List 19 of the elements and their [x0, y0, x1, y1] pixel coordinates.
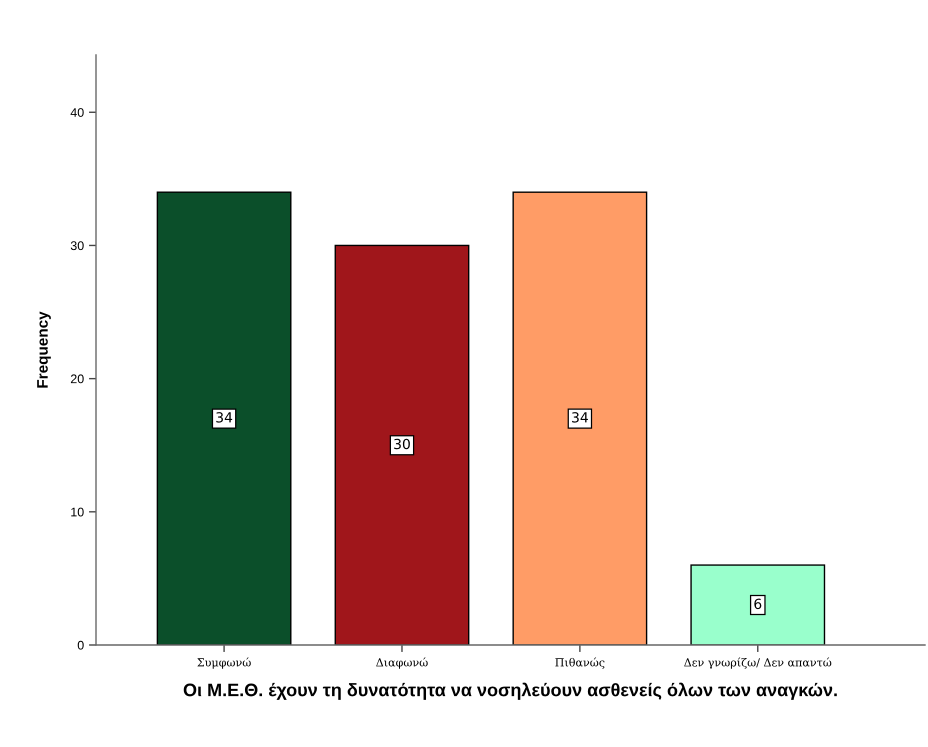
data-label: 34	[572, 412, 588, 423]
data-label: 6	[754, 598, 762, 610]
y-tick-label: 0	[78, 640, 84, 650]
x-tick-label: Πιθανώς	[555, 658, 604, 669]
y-tick-label: 10	[71, 508, 84, 516]
x-axis-title: Οι Μ.Ε.Θ. έχουν τη δυνατότητα να νοσηλεύουν ασθενείς όλων των αναγκών.	[184, 682, 837, 700]
bar	[334, 244, 470, 645]
x-tick-label: Δεν γνωρίζω/ Δεν απαντώ	[684, 658, 832, 669]
bar	[690, 564, 826, 645]
y-tick-label: 40	[70, 108, 84, 117]
data-label: 30	[394, 438, 410, 450]
y-tick-label: 30	[70, 241, 84, 250]
x-tick-label: Διαφωνώ	[376, 658, 428, 669]
bar	[512, 191, 648, 645]
y-axis-title: Frequency	[37, 311, 51, 388]
x-tick-label: Συμφωνώ	[197, 658, 251, 669]
bar	[156, 191, 292, 645]
y-tick-label: 20	[70, 374, 84, 384]
data-label: 34	[216, 412, 232, 423]
